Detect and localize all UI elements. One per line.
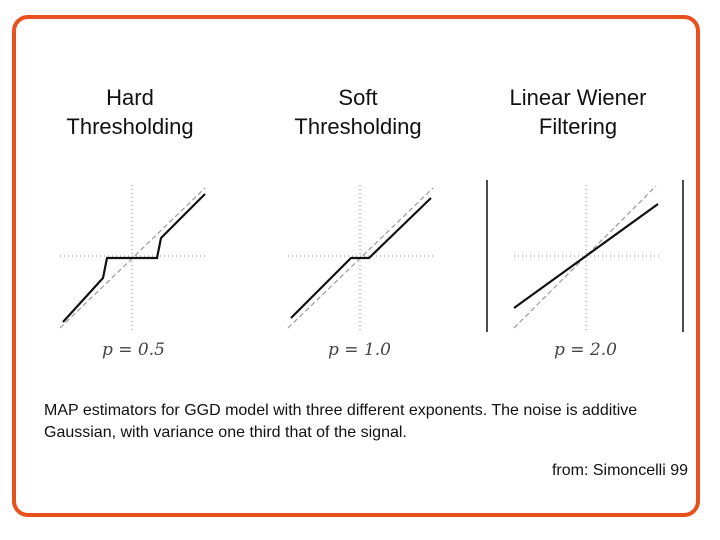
plot-hard-threshold bbox=[59, 185, 206, 330]
plot-soft-threshold bbox=[287, 185, 434, 330]
source-citation: from: Simoncelli 99 bbox=[551, 462, 688, 479]
slide-frame bbox=[12, 15, 700, 517]
estimator-curve bbox=[62, 193, 206, 323]
plot-linear-wiener bbox=[486, 180, 684, 332]
exponent-label-hard: p = 0.5 bbox=[102, 340, 165, 360]
estimator-curve bbox=[513, 203, 659, 309]
panel-title-soft: Soft Thresholding bbox=[294, 85, 422, 139]
panel-title-wiener: Linear Wiener Filtering bbox=[509, 85, 647, 139]
exponent-label-soft: p = 1.0 bbox=[328, 340, 391, 360]
figure-caption: MAP estimators for GGD model with three … bbox=[44, 402, 638, 441]
panel-title-hard: Hard Thresholding bbox=[66, 85, 194, 139]
exponent-label-wiener: p = 2.0 bbox=[554, 340, 617, 360]
estimator-curve bbox=[290, 197, 432, 319]
